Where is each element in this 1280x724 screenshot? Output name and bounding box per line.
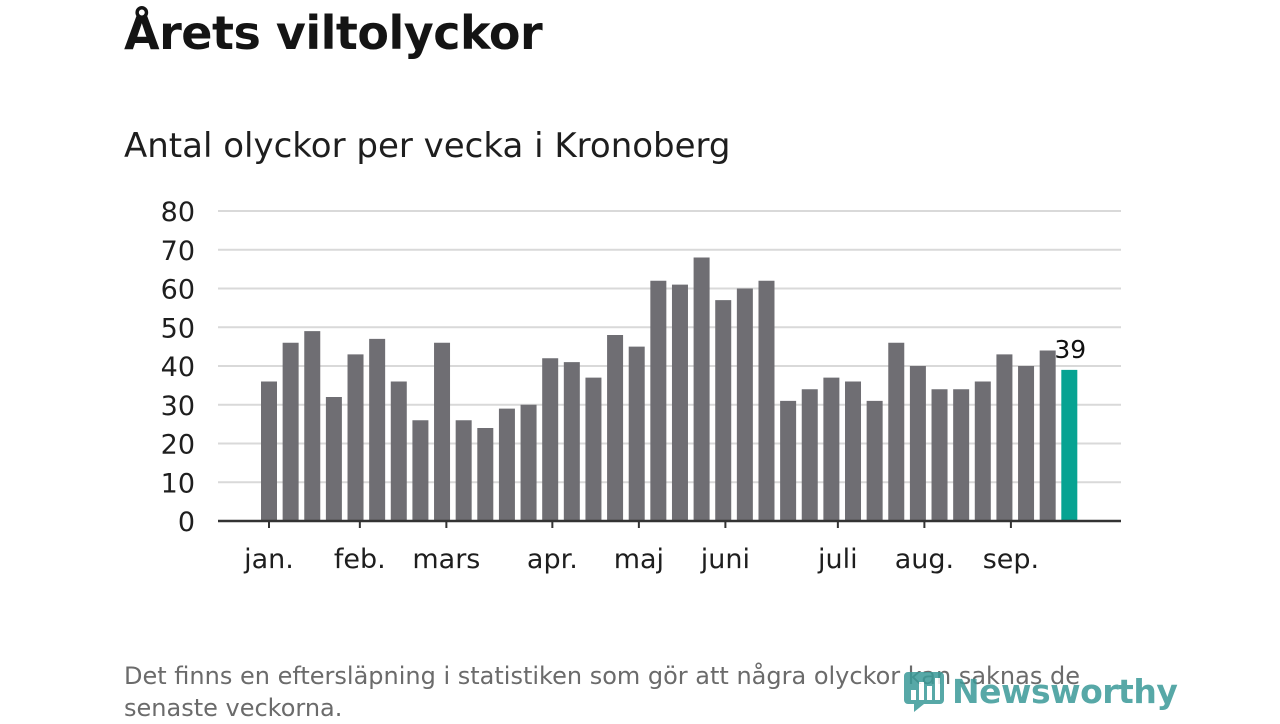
bar [931, 389, 948, 521]
y-tick-label: 30 [161, 391, 195, 422]
bar [736, 288, 753, 521]
bar [477, 428, 494, 521]
bar [996, 354, 1013, 521]
bars [261, 257, 1078, 521]
bar [758, 280, 775, 521]
bar [434, 342, 451, 521]
bar [585, 377, 602, 521]
x-tick-label: juli [817, 544, 858, 575]
bar [888, 342, 905, 521]
y-axis-ticks: 0 10 20 30 40 50 60 70 80 [161, 197, 195, 538]
bar [390, 381, 407, 521]
chart-subtitle: Antal olyckor per vecka i Kronoberg [124, 126, 731, 166]
bar-highlight [1061, 369, 1078, 521]
bar [693, 257, 710, 521]
bar [845, 381, 862, 521]
x-axis-ticks: jan. feb. mars apr. maj juni juli aug. sep. [243, 521, 1039, 575]
bar [347, 354, 364, 521]
bar [369, 338, 386, 521]
bar [520, 404, 537, 521]
y-tick-label: 40 [161, 352, 195, 383]
bar [780, 400, 797, 521]
data-labels: 39 [1054, 335, 1086, 364]
bar [1018, 366, 1035, 521]
bar [974, 381, 991, 521]
bar [628, 346, 645, 521]
data-label-latest: 39 [1054, 335, 1086, 364]
x-tick-label: aug. [895, 544, 954, 575]
y-tick-label: 60 [161, 275, 195, 306]
bar [412, 420, 429, 521]
brand-name: Newsworthy [952, 671, 1178, 711]
gridlines [218, 210, 1121, 484]
y-tick-label: 70 [161, 236, 195, 267]
y-tick-label: 80 [161, 197, 195, 228]
x-tick-label: jan. [243, 544, 294, 575]
newsworthy-logo-icon [904, 672, 944, 712]
bar [261, 381, 277, 521]
bar [650, 280, 667, 521]
bar [542, 358, 559, 521]
bar [715, 300, 732, 521]
y-tick-label: 0 [178, 507, 195, 538]
bar [282, 342, 299, 521]
bar [1039, 350, 1056, 521]
bar [909, 366, 926, 521]
bar [498, 408, 515, 521]
y-tick-label: 50 [161, 313, 195, 344]
bar [607, 335, 624, 521]
bar [823, 377, 840, 521]
bar [325, 397, 342, 521]
y-tick-label: 10 [161, 468, 195, 499]
x-tick-label: feb. [334, 544, 386, 575]
bar [304, 331, 321, 521]
bar [455, 420, 472, 521]
bar [563, 362, 580, 521]
bar [671, 284, 688, 521]
x-tick-label: maj [614, 544, 664, 575]
brand-logo: Newsworthy [902, 668, 1178, 714]
chart-title: Årets viltolyckor [124, 6, 543, 60]
bar [866, 400, 883, 521]
y-tick-label: 20 [161, 430, 195, 461]
x-tick-label: apr. [527, 544, 578, 575]
bar [801, 389, 818, 521]
bar [953, 389, 970, 521]
x-tick-label: mars [412, 544, 480, 575]
x-tick-label: juni [700, 544, 750, 575]
x-tick-label: sep. [983, 544, 1039, 575]
